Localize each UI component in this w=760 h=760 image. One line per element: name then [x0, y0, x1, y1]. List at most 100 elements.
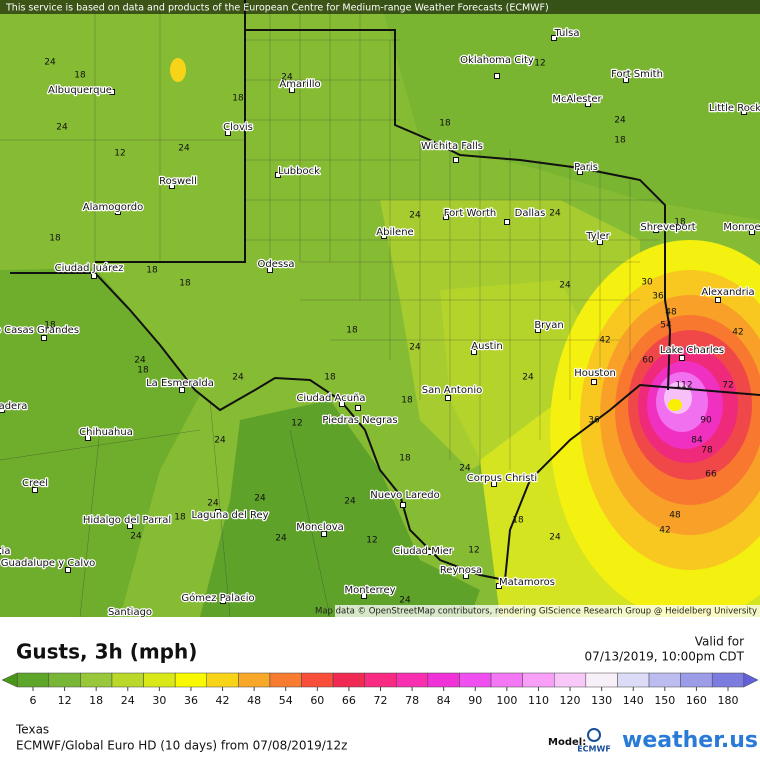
- city-marker: [267, 267, 273, 273]
- city-marker: [361, 593, 367, 599]
- region: Texas: [15, 723, 49, 737]
- contour-label: 18: [49, 234, 61, 244]
- contour-label: 18: [174, 513, 186, 523]
- city-label: Wichita Falls: [421, 141, 483, 152]
- legend-tick-label: 12: [58, 694, 72, 707]
- city-marker: [215, 509, 221, 515]
- city-label: Santiago: [108, 607, 152, 617]
- city-marker: [289, 87, 295, 93]
- city-label: Chihuahua: [79, 427, 133, 438]
- city-marker: [0, 407, 5, 413]
- legend-tick-label: 6: [30, 694, 37, 707]
- city-label: Tyler: [585, 231, 610, 242]
- map: This service is based on data and produc…: [0, 0, 760, 617]
- city-label: La Esmeralda: [146, 378, 214, 389]
- contour-label: 18: [324, 373, 336, 383]
- city-marker: [115, 209, 121, 215]
- city-label: Monterrey: [344, 585, 395, 596]
- attribution-bg: [335, 605, 760, 617]
- city-label: Shreveport: [640, 222, 695, 233]
- city-label: Monroe: [723, 222, 760, 233]
- city-marker: [715, 297, 721, 303]
- city-label: Ciudad Acuña: [296, 393, 365, 404]
- legend-swatch: [332, 672, 365, 688]
- legend-tick-label: 120: [560, 694, 581, 707]
- city-label: Tulsa: [553, 28, 579, 39]
- city-label: Lubbock: [278, 166, 320, 177]
- contour-label: 36: [588, 416, 600, 426]
- city-marker: [32, 487, 38, 493]
- contour-label: 24: [409, 343, 421, 353]
- contour-label: 18: [512, 516, 524, 526]
- city-label: Ciudad Mier: [393, 546, 454, 557]
- contour-label: 18: [146, 266, 158, 276]
- city-label: Odessa: [258, 259, 295, 270]
- contour-label: 24: [134, 356, 146, 366]
- legend-swatch: [48, 672, 81, 688]
- legend-swatch: [238, 672, 271, 688]
- city-marker: [471, 349, 477, 355]
- contour-label: 18: [399, 454, 411, 464]
- legend-swatch: [459, 672, 492, 688]
- city-label: Alexandria: [701, 287, 754, 298]
- contour-label: 18: [401, 396, 413, 406]
- contour-label: 12: [468, 546, 479, 556]
- contour-label: 24: [178, 144, 190, 154]
- contour-label: 54: [660, 321, 672, 331]
- contour-label: 24: [522, 373, 534, 383]
- city-marker: [169, 183, 175, 189]
- legend-swatch: [585, 672, 618, 688]
- contour-label: 66: [705, 470, 717, 480]
- contour-label: 18: [614, 136, 626, 146]
- legend-tick-label: 130: [591, 694, 612, 707]
- brand: weather.us: [622, 728, 758, 753]
- city-label: Alamogordo: [83, 202, 143, 213]
- borders: [10, 0, 760, 581]
- city-label: Bryan: [534, 320, 563, 331]
- city-label: Laguna del Rey: [191, 510, 268, 521]
- contour-label: 24: [344, 497, 356, 507]
- contour-label: 112: [675, 381, 692, 391]
- city-label: Creel: [22, 478, 48, 489]
- city-label: Nuevo Laredo: [370, 490, 439, 501]
- legend-tick-label: 42: [216, 694, 230, 707]
- contour-label: 18: [137, 366, 149, 376]
- contour-label: 24: [281, 73, 293, 83]
- contour-label: 18: [346, 326, 358, 336]
- city-label: Piedras Negras: [322, 415, 397, 426]
- city-label: Albuquerque: [48, 85, 112, 96]
- contour-label: 30: [641, 278, 653, 288]
- legend-swatch: [522, 672, 555, 688]
- city-marker: [504, 219, 510, 225]
- contour-label: 60: [642, 356, 654, 366]
- city-marker: [91, 273, 97, 279]
- contour-label: 24: [399, 596, 411, 606]
- city-marker: [321, 531, 327, 537]
- legend-tick-label: 90: [468, 694, 482, 707]
- city-marker: [127, 523, 133, 529]
- legend-tick-label: 78: [405, 694, 419, 707]
- city-label: Roswell: [159, 176, 197, 187]
- city-label: adera: [0, 401, 27, 412]
- legend-swatch: [427, 672, 460, 688]
- city-label: Oklahoma City: [460, 55, 534, 66]
- model-label: Model:: [548, 737, 586, 748]
- legend-swatch: [143, 672, 176, 688]
- valid-label: Valid for: [695, 635, 744, 649]
- contour-label: 12: [114, 149, 125, 159]
- legend-title: Gusts, 3h (mph): [16, 640, 197, 664]
- city-label: Austin: [471, 341, 502, 352]
- city-marker: [679, 355, 685, 361]
- contour-label: 18: [232, 94, 244, 104]
- city-marker: [623, 77, 629, 83]
- contour-label: 36: [652, 292, 664, 302]
- legend-swatch: [16, 672, 50, 688]
- city-marker: [0, 548, 3, 554]
- city-marker: [453, 157, 459, 163]
- city-label: Clovis: [223, 122, 253, 133]
- contour-label: 18: [674, 218, 686, 228]
- city-marker: [109, 89, 115, 95]
- legend-tick-label: 66: [342, 694, 356, 707]
- legend-tick-label: 24: [121, 694, 135, 707]
